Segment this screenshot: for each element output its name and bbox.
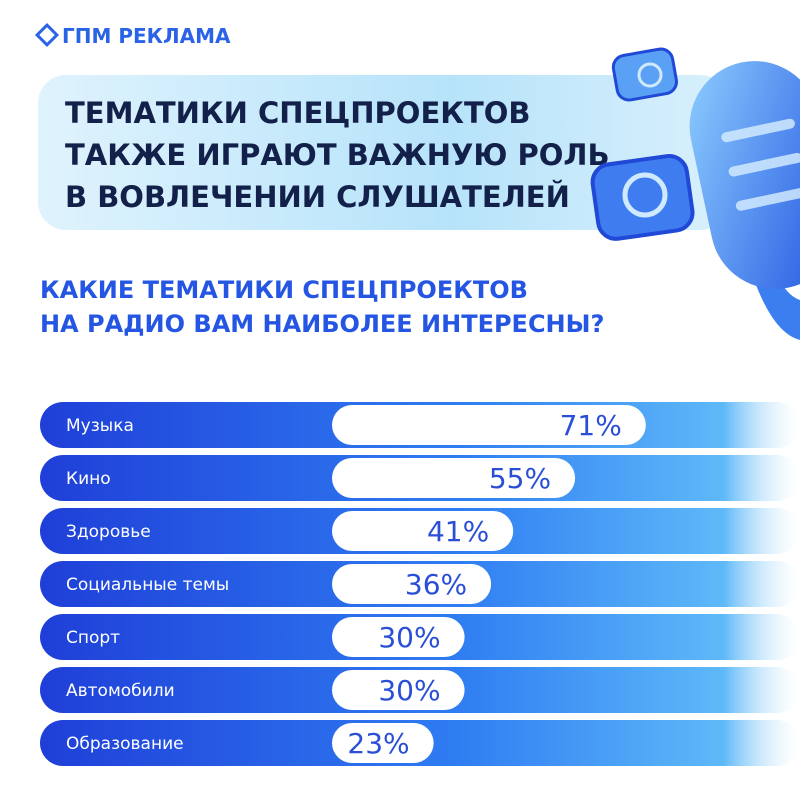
category-label: Здоровье [66, 522, 151, 542]
question: КАКИЕ ТЕМАТИКИ СПЕЦПРОЕКТОВ НА РАДИО ВАМ … [40, 276, 604, 338]
headline-box [38, 75, 728, 230]
microphone-decoration [590, 47, 800, 340]
value-label: 30% [378, 674, 440, 707]
value-label: 23% [347, 727, 409, 760]
bar [332, 511, 514, 551]
value-label: 41% [427, 515, 489, 548]
category-label: Кино [66, 469, 111, 489]
bar [332, 723, 434, 763]
category-label: Социальные темы [66, 575, 229, 595]
logo: ГПМ РЕКЛАМА [34, 22, 231, 48]
value-label: 30% [378, 621, 440, 654]
bar [332, 564, 492, 604]
logo-text: ГПМ РЕКЛАМА [62, 24, 231, 48]
category-label: Автомобили [66, 681, 175, 701]
value-label: 71% [560, 409, 622, 442]
value-label: 36% [405, 568, 467, 601]
category-label: Музыка [66, 416, 134, 436]
bar [332, 617, 465, 657]
value-label: 55% [489, 462, 551, 495]
question-line: КАКИЕ ТЕМАТИКИ СПЕЦПРОЕКТОВ [40, 276, 528, 304]
headline-line: В ВОВЛЕЧЕНИИ СЛУШАТЕЛЕЙ [65, 180, 570, 214]
bar-chart: Музыка 71% Кино 55% Здоровье 41% Социальные те… [40, 402, 800, 766]
headline-line: ТЕМАТИКИ СПЕЦПРОЕКТОВ [65, 96, 531, 130]
bar [332, 670, 465, 710]
headline: ТЕМАТИКИ СПЕЦПРОЕКТОВ ТАКЖЕ ИГРАЮТ ВАЖНУЮ… [65, 96, 610, 214]
category-label: Образование [66, 734, 184, 754]
bar [332, 458, 576, 498]
question-line: НА РАДИО ВАМ НАИБОЛЕЕ ИНТЕРЕСНЫ? [40, 310, 604, 338]
category-label: Спорт [66, 628, 120, 648]
bar [332, 405, 646, 445]
headline-line: ТАКЖЕ ИГРАЮТ ВАЖНУЮ РОЛЬ [65, 138, 610, 172]
